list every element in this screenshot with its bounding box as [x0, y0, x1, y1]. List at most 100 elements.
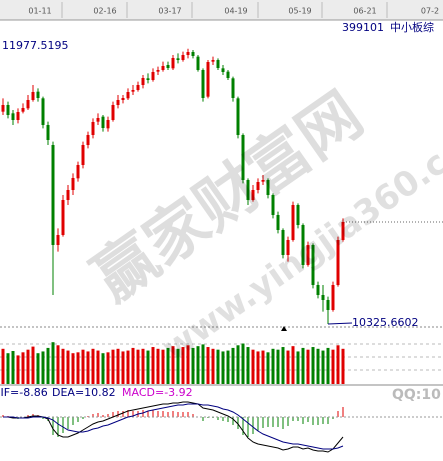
volume-bar [91, 348, 95, 384]
candle-body [336, 240, 340, 285]
candle-body [271, 195, 275, 215]
candle-body [246, 180, 250, 200]
date-label: 07-2 [421, 7, 439, 16]
volume-bar [221, 351, 225, 384]
candle-body [281, 230, 285, 255]
volume-bar [46, 347, 50, 384]
candle-body [31, 92, 35, 100]
volume-bar [226, 350, 230, 384]
candle-body [61, 200, 65, 235]
volume-bar [156, 348, 160, 384]
volume-bar [306, 349, 310, 384]
date-label: 02-16 [93, 7, 116, 16]
candle-body [191, 52, 195, 56]
candle-body [21, 108, 25, 112]
volume-bar [231, 347, 235, 384]
volume-bar [196, 346, 200, 384]
candle-body [116, 100, 120, 105]
candle-body [76, 165, 80, 179]
volume-bar [166, 347, 170, 384]
volume-bar [106, 352, 110, 384]
volume-bar [331, 349, 335, 384]
candle-body [141, 78, 145, 85]
candle-body [341, 222, 345, 240]
volume-bar [321, 350, 325, 384]
candle-body [121, 98, 125, 100]
volume-bar [81, 349, 85, 384]
candle-body [56, 235, 60, 245]
macd-label: MACD=-3.92 [122, 386, 193, 399]
date-label: 03-17 [158, 7, 181, 16]
volume-bar [251, 349, 255, 384]
index-code: 399101 [342, 21, 384, 34]
dif-label: DIF=-8.86 [0, 386, 48, 399]
volume-bar [36, 353, 40, 384]
volume-bar [61, 348, 65, 384]
date-label: 05-19 [288, 7, 311, 16]
volume-bar [11, 351, 15, 384]
candle-body [171, 58, 175, 69]
high-label: 11977.5195 [2, 39, 68, 52]
candle-body [156, 70, 160, 72]
volume-bar [181, 347, 185, 384]
candle-body [316, 285, 320, 295]
candle-body [26, 100, 30, 109]
dea-line [3, 403, 344, 450]
volume-bar [286, 350, 290, 384]
candle-body [251, 190, 255, 200]
candle-body [256, 182, 260, 190]
volume-bar [326, 347, 330, 384]
volume-bar [211, 348, 215, 384]
volume-bar [206, 347, 210, 384]
candle-body [306, 245, 310, 265]
candle-body [221, 68, 225, 72]
volume-bar [76, 352, 80, 384]
candle-body [96, 118, 100, 122]
candle-body [231, 78, 235, 98]
qq-label: QQ:10 [392, 387, 441, 403]
candle-body [81, 145, 85, 165]
volume-bar [341, 348, 345, 384]
volume-bar [316, 348, 320, 384]
volume-bar [171, 346, 175, 384]
volume-bar [161, 349, 165, 384]
volume-bar [1, 348, 5, 384]
candle-body [181, 55, 185, 60]
candle-body [86, 135, 90, 145]
volume-bar [16, 355, 20, 384]
dea-label: DEA=10.82 [52, 386, 116, 399]
volume-bar [86, 351, 90, 384]
volume-bar [191, 347, 195, 384]
date-bar [0, 0, 443, 20]
candle-body [321, 295, 325, 300]
candle-body [276, 215, 280, 230]
watermark-text: 赢家财富网 [80, 78, 376, 316]
candle-body [201, 70, 205, 98]
candle-body [166, 65, 170, 68]
volume-bar [111, 349, 115, 384]
volume-bar [66, 350, 70, 384]
volume-bar [121, 351, 125, 384]
candle-body [41, 98, 45, 125]
candle-body [101, 116, 105, 128]
candle-body [111, 105, 115, 120]
candle-body [291, 205, 295, 240]
candle-body [126, 92, 130, 99]
volume-bar [136, 349, 140, 384]
volume-bar [151, 347, 155, 384]
candle-body [131, 90, 135, 92]
volume-bar [141, 348, 145, 384]
date-label: 01-11 [28, 7, 51, 16]
volume-bar [281, 347, 285, 384]
candle-body [71, 178, 75, 190]
candle-body [136, 85, 140, 90]
candle-body [16, 112, 20, 120]
volume-bar [241, 343, 245, 384]
volume-bar [201, 344, 205, 384]
candle-body [11, 113, 15, 120]
candle-body [6, 105, 10, 115]
volume-bar [176, 348, 180, 384]
volume-bar [301, 347, 305, 384]
volume-bar [126, 350, 130, 384]
candle-body [241, 135, 245, 180]
